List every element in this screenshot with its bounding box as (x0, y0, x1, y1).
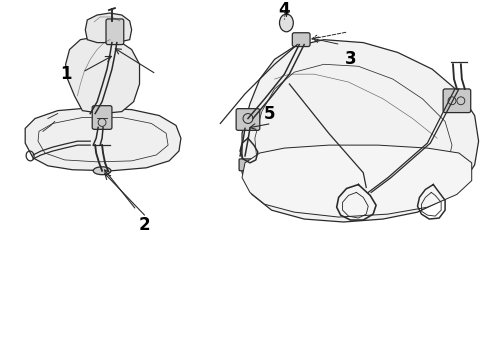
Polygon shape (85, 13, 132, 42)
Text: 2: 2 (139, 216, 150, 234)
Ellipse shape (93, 167, 111, 175)
FancyBboxPatch shape (443, 89, 471, 113)
Polygon shape (25, 108, 181, 171)
Bar (349, 194, 367, 206)
FancyBboxPatch shape (239, 159, 253, 171)
Ellipse shape (279, 14, 294, 32)
Polygon shape (242, 145, 472, 217)
Polygon shape (66, 37, 140, 113)
Text: 3: 3 (344, 50, 356, 68)
Text: 1: 1 (60, 65, 72, 83)
FancyBboxPatch shape (236, 109, 260, 130)
Polygon shape (242, 40, 479, 222)
Text: 4: 4 (279, 1, 290, 19)
FancyBboxPatch shape (293, 33, 310, 46)
Text: 5: 5 (264, 104, 275, 122)
FancyBboxPatch shape (92, 106, 112, 129)
FancyBboxPatch shape (106, 19, 124, 45)
